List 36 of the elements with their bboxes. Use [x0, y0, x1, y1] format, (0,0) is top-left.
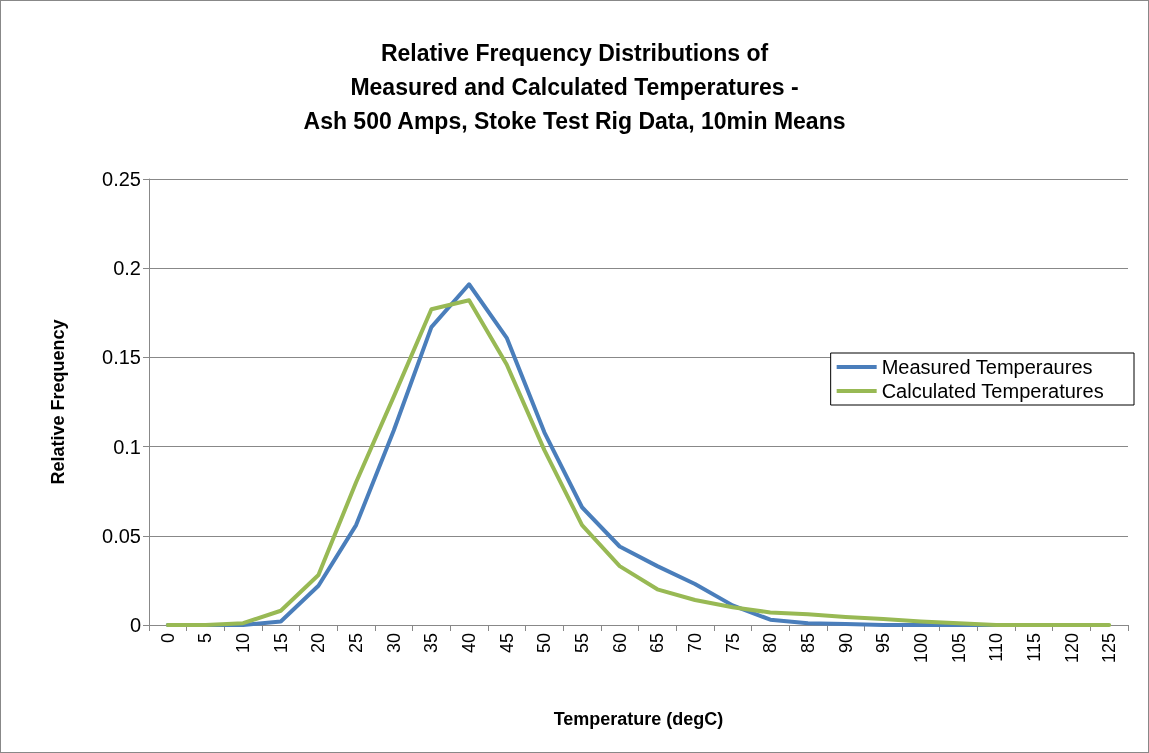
x-tick-label: 70	[684, 633, 705, 654]
y-tick-label: 0.25	[102, 168, 141, 190]
chart-title: Relative Frequency Distributions of Measured and Calculated Temperatures - Ash 500 Amps, Stoke Test Rig Data, 10min Means	[303, 40, 846, 134]
y-tick-label: 0.05	[102, 524, 141, 547]
y-tick-label: 0.1	[113, 435, 141, 458]
x-tick-label: 95	[873, 633, 894, 654]
x-tick-label: 105	[948, 633, 969, 664]
x-tick-label: 0	[157, 633, 178, 644]
legend-label: Measured Temperaures	[881, 356, 1093, 378]
x-tick-label: 60	[609, 633, 630, 654]
x-tick-label: 90	[835, 633, 856, 654]
y-tick-label: 0.2	[113, 257, 141, 280]
x-tick-label: 5	[195, 633, 216, 644]
y-tick-label: 0.15	[102, 346, 141, 369]
x-tick-label: 85	[797, 633, 818, 654]
x-tick-label: 40	[459, 633, 480, 654]
x-tick-label: 30	[383, 633, 404, 654]
x-tick-label: 20	[308, 633, 329, 654]
x-tick-label: 80	[760, 633, 781, 654]
x-tick-label: 75	[722, 633, 743, 654]
x-tick-label: 110	[986, 633, 1007, 662]
x-tick-label: 45	[496, 633, 517, 654]
x-tick-label: 65	[647, 633, 668, 654]
x-tick-label: 115	[1023, 633, 1044, 662]
x-tick-label: 10	[233, 633, 254, 654]
x-tick-label: 50	[534, 633, 555, 654]
x-tick-label: 120	[1061, 633, 1082, 664]
x-tick-label: 35	[421, 633, 442, 654]
x-tick-label: 100	[910, 633, 931, 664]
legend-label: Calculated Temperatures	[881, 380, 1104, 402]
x-axis-title: Temperature (degC)	[553, 709, 724, 729]
x-tick-label: 25	[346, 633, 367, 654]
y-axis-title: Relative Frequency	[48, 319, 68, 485]
x-tick-label: 125	[1099, 633, 1120, 664]
x-tick-label: 15	[270, 633, 291, 654]
x-tick-label: 55	[572, 633, 593, 654]
